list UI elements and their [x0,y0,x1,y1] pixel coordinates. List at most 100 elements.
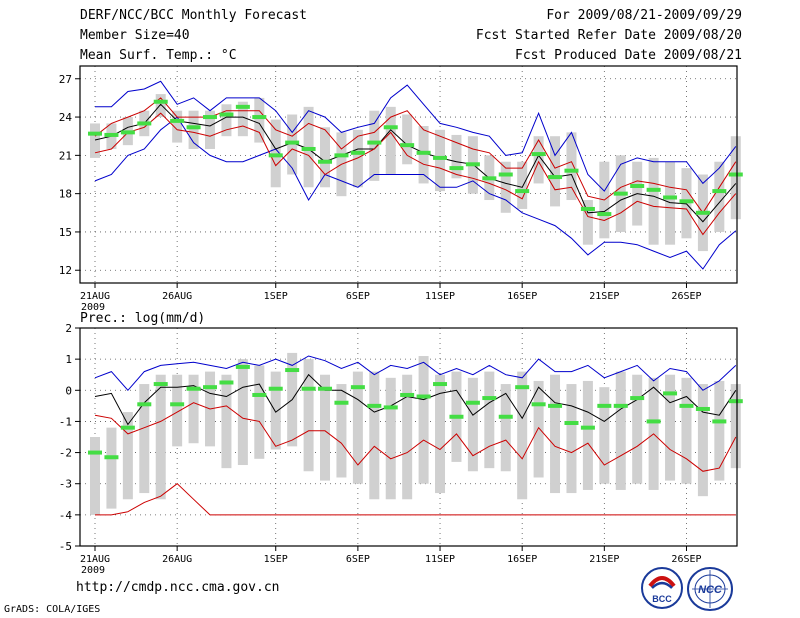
ensemble-box [188,374,199,444]
median-bar [449,414,464,419]
ensemble-box [352,129,363,188]
median-bar [416,394,431,399]
median-bar [301,146,316,151]
source-url[interactable]: http://cmdp.ncc.cma.gov.cn [76,580,280,595]
y-tick-label: -3 [59,478,72,491]
median-bar [104,455,119,460]
median-bar [285,368,300,373]
y-tick-label: 18 [59,188,72,201]
median-bar [531,402,546,407]
ensemble-box [369,371,380,500]
ensemble-box [582,380,593,490]
median-bar [712,189,727,194]
ensemble-box [500,161,511,213]
ensemble-box [106,427,117,509]
plot-frame [79,327,738,547]
ensemble-box [369,110,380,181]
median-bar [580,425,595,430]
ensemble-box [632,374,643,484]
median-bar [712,419,727,424]
ensemble-box [221,104,232,137]
ensemble-box [122,412,133,500]
forecast-period: For 2009/08/21-2009/09/29 [546,8,742,23]
median-bar [695,406,710,411]
ensemble-box [599,387,610,484]
median-bar [334,153,349,158]
median-bar [613,191,628,196]
ensemble-box [352,371,363,484]
median-bar [548,403,563,408]
median-bar [728,399,743,404]
variable-label: Mean Surf. Temp.: °C [80,48,237,63]
ensemble-box [484,371,495,469]
x-tick-label: 21AUG [80,291,110,302]
ensemble-box [254,97,265,143]
median-bar [515,189,530,194]
y-tick-label: 27 [59,73,72,86]
ensemble-box [320,127,331,188]
ensemble-box [418,356,429,484]
member-size-label: Member Size=40 [80,28,190,43]
ensemble-box [237,101,248,137]
ensemble-box [615,371,626,490]
y-tick-label: 15 [59,226,72,239]
median-bar [465,400,480,405]
y-tick-label: -5 [59,540,72,553]
ensemble-box [155,374,166,500]
series-line-p10 [94,402,737,472]
x-tick-label: 1SEP [264,291,288,302]
median-bar [252,115,267,120]
x-tick-label: 11SEP [425,554,455,565]
x-tick-label: 16SEP [507,554,537,565]
median-bar [695,210,710,215]
median-bar [268,386,283,391]
series-line-max [94,116,737,270]
ensemble-box [320,374,331,481]
median-bar [383,125,398,130]
median-bar [350,385,365,390]
x-tick-label: 26SEP [671,554,701,565]
y-tick-label: 12 [59,264,72,277]
started-date: Fcst Started Refer Date 2009/08/20 [475,28,742,43]
ensemble-box [172,374,183,447]
ensemble-box [385,377,396,500]
median-bar [285,140,300,145]
median-bar [153,382,168,387]
ensemble-box [155,94,166,118]
median-bar [137,121,152,126]
median-bar [367,403,382,408]
ensemble-box [188,110,199,149]
median-bar [679,403,694,408]
median-bar [235,104,250,109]
forecast-title: DERF/NCC/BCC Monthly Forecast [80,8,307,23]
median-bar [301,386,316,391]
ensemble-box [550,136,561,207]
median-bar [548,175,563,180]
ensemble-box [730,384,741,469]
chart-panel-precipitation: -5 -4 -3 -2 -1 0 1 2 21AUG 26AUG 1SEP 6SEP 11SEP 16SE… [59,311,743,576]
y-tick-label: -1 [59,415,72,428]
median-bar [170,402,185,407]
ensemble-box [714,161,725,232]
y-tick-label: 24 [59,111,73,124]
x-tick-label: 11SEP [425,291,455,302]
ensemble-box [566,132,577,201]
ensemble-box [582,200,593,245]
ensemble-box [665,161,676,245]
y-tick-label: 1 [65,353,72,366]
x-tick-label: 16SEP [507,291,537,302]
chart-panel-temperature: 12 15 18 21 24 27 21AUG 26AUG 1SEP 6SEP 11SEP 16SEP… [59,65,743,313]
median-bar [449,166,464,171]
ensemble-box [90,123,100,158]
year-label: 2009 [81,302,105,313]
median-bar [465,162,480,167]
grads-credit: GrADS: COLA/IGES [4,604,101,615]
median-bar [580,206,595,211]
ensemble-box [467,377,478,472]
produced-date: Fcst Produced Date 2009/08/21 [515,48,742,63]
ensemble-box [172,110,183,143]
median-bar [186,386,201,391]
x-tick-label: 21AUG [80,554,110,565]
median-bar [318,159,333,164]
series-line-p75 [94,97,737,214]
